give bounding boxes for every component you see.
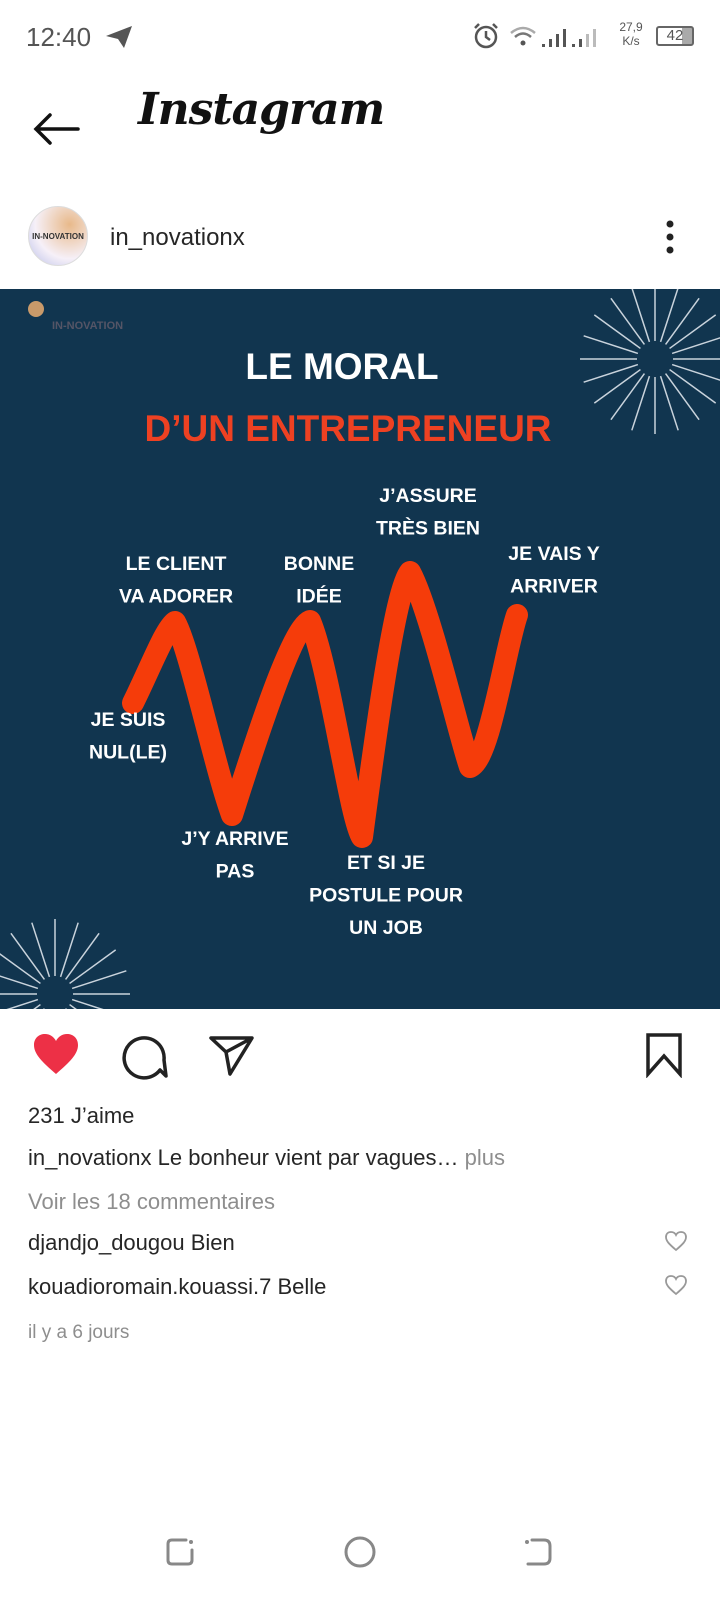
like-count[interactable]: 231 J’aime [28,1103,135,1128]
caption-more-link[interactable]: plus [464,1145,506,1170]
starburst-ray [664,373,700,421]
battery-icon: 42 [656,26,694,46]
wave-label-je-suis: NUL(LE) [89,742,167,764]
starburst-ray [71,970,127,990]
wave-label-je-vais: ARRIVER [510,576,598,598]
net-speed-value: 27,9 [619,20,643,34]
starburst-ray [583,335,639,355]
title-line1: LE MORAL [245,346,438,387]
starburst-ray [0,953,41,985]
starburst-ray [593,314,641,350]
signal-icon [542,29,596,47]
telegram-icon [106,26,132,48]
bookmark-icon[interactable] [644,1032,684,1078]
starburst-ray [664,297,700,345]
caption-text: Le bonheur vient par vagues… [157,1145,459,1170]
send-icon[interactable] [208,1034,256,1078]
wifi-icon [510,26,536,46]
watermark: IN-NOVATION [52,320,123,332]
battery-level: 42 [666,27,684,44]
starburst-ray [671,363,720,381]
heart-outline-icon[interactable] [664,1230,688,1252]
comment-text: Bien [190,1230,235,1255]
starburst-ray [593,368,641,404]
wave-label-jy-arrive: J’Y ARRIVE [181,828,288,850]
net-speed-unit: K/s [622,34,640,48]
post-image[interactable]: IN-NOVATION LE MORAL D’UN ENTREPRENEUR J… [0,284,720,1069]
instagram-logo: Instagram [138,84,385,135]
recent-apps-icon[interactable] [164,1536,196,1568]
clock: 12:40 [26,22,92,52]
comment-icon[interactable] [120,1032,168,1080]
starburst-ray [669,314,717,350]
status-bar: 12:40 27,9 K/s 42 [0,20,720,56]
alarm-icon [474,23,498,49]
wave-label-et-si: UN JOB [349,917,423,939]
comment-item: kouadioromain.kouassi.7 Belle [28,1272,326,1302]
comment-username[interactable]: djandjo_dougou [28,1230,185,1255]
post-timestamp: il y a 6 jours [28,1322,130,1343]
starburst-ray [0,975,39,990]
wave-label-et-si: POSTULE POUR [309,885,463,907]
starburst-ray [631,375,651,431]
comment-text: Belle [277,1274,327,1299]
starburst-ray [610,373,646,421]
wave-label-et-si: ET SI JE [347,852,425,874]
starburst-ray [631,287,651,343]
wave-label-le-client: VA ADORER [119,586,233,608]
starburst-ray [671,337,720,355]
mood-wave [122,561,528,848]
starburst-ray [0,998,39,1013]
wave-label-bonne: BONNE [284,553,354,575]
wave-label-bonne: IDÉE [296,585,342,608]
more-vertical-icon[interactable] [664,218,676,256]
starburst-decoration [0,919,130,1069]
starburst-ray [31,922,51,978]
starburst-ray [69,949,117,985]
starburst-ray [610,297,646,345]
post-graphic: IN-NOVATION LE MORAL D’UN ENTREPRENEUR J… [0,284,720,1069]
starburst-decoration [580,284,720,434]
starburst-ray [669,368,717,404]
bulb-logo-icon [28,301,44,317]
wave-label-jy-arrive: PAS [216,861,255,883]
avatar-text: IN-NOVATION [32,231,84,241]
wave-label-jassure: J’ASSURE [379,485,477,507]
starburst-ray [59,922,79,978]
wave-label-le-client: LE CLIENT [126,553,227,575]
starburst-ray [64,932,100,980]
comment-username[interactable]: kouadioromain.kouassi.7 [28,1274,272,1299]
starburst-ray [10,932,46,980]
caption-username[interactable]: in_novationx [28,1145,152,1170]
starburst-ray [71,998,127,1018]
title-line2: D’UN ENTREPRENEUR [144,408,551,449]
starburst-ray [583,363,639,383]
avatar[interactable]: IN-NOVATION [28,206,88,266]
home-icon[interactable] [343,1535,377,1569]
view-comments-link[interactable]: Voir les 18 commentaires [28,1189,275,1214]
wave-label-je-suis: JE SUIS [91,709,166,731]
starburst-ray [659,287,679,343]
comment-item: djandjo_dougou Bien [28,1228,235,1258]
back-icon[interactable] [522,1536,554,1568]
wave-label-je-vais: JE VAIS Y [508,543,599,565]
caption: in_novationx Le bonheur vient par vagues… [28,1143,505,1173]
heart-outline-icon[interactable] [664,1274,688,1296]
arrow-left-icon[interactable] [32,112,80,146]
starburst-ray [659,375,679,431]
wave-label-jassure: TRÈS BIEN [376,517,480,540]
post-username[interactable]: in_novationx [110,224,245,251]
heart-filled-icon[interactable] [32,1032,80,1076]
